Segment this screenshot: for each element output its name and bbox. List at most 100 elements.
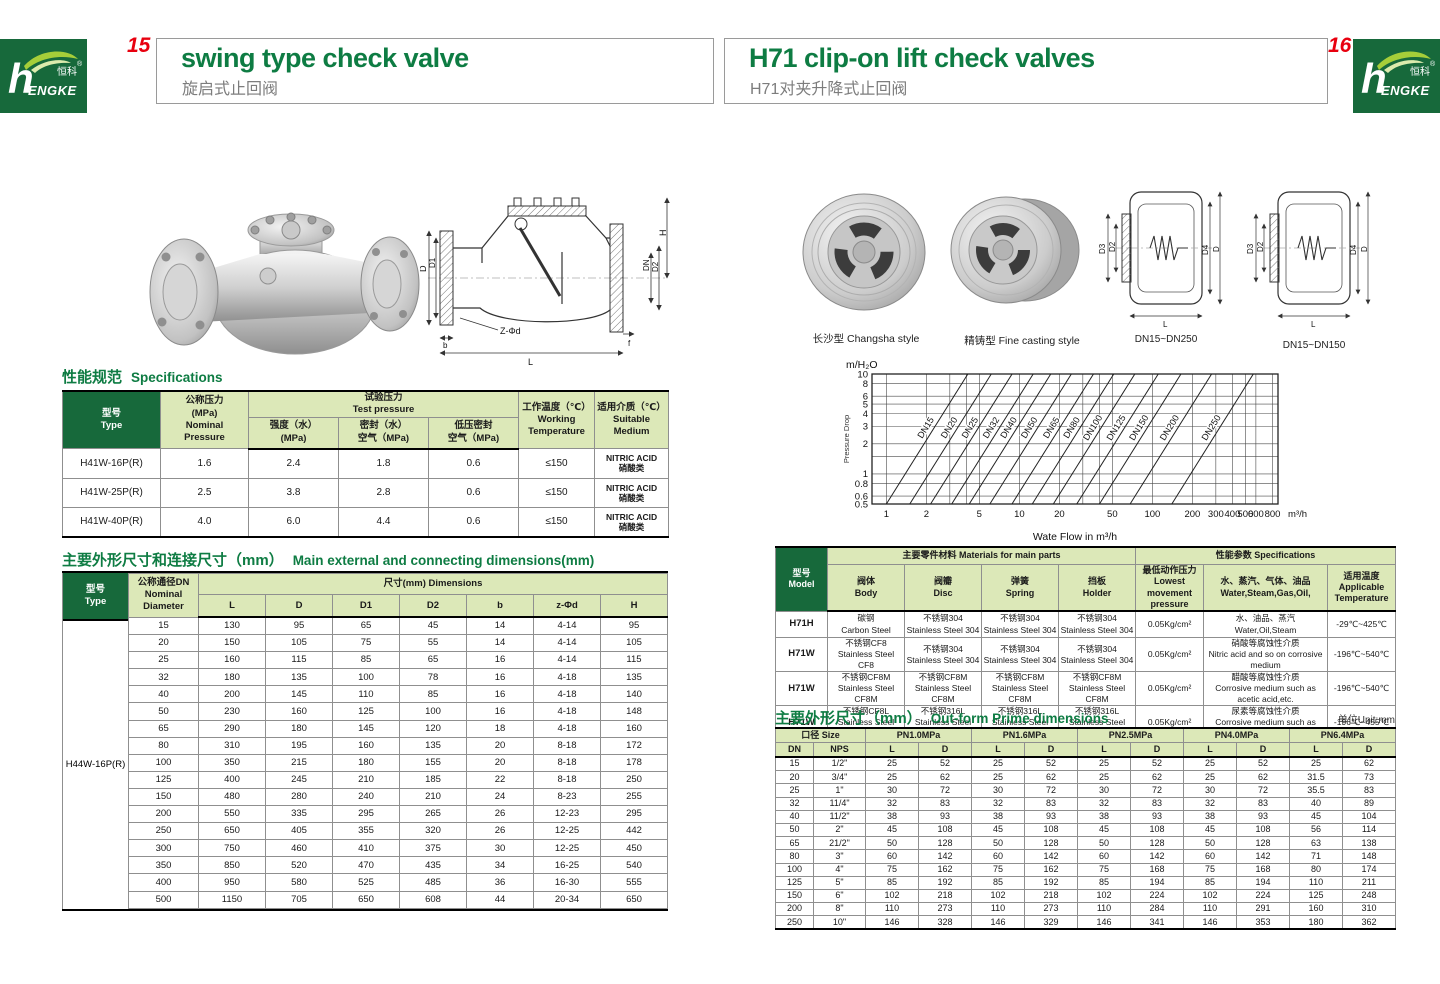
- table-cell: 44: [466, 890, 534, 909]
- table-cell: 135: [265, 668, 333, 687]
- col-header-test-pressure: 试验压力 Test pressure: [247, 390, 520, 418]
- table-cell: 15: [128, 616, 199, 636]
- svg-text:2: 2: [863, 439, 868, 450]
- table-cell: 25: [865, 770, 920, 785]
- col-header-suitable-medium: 适用介质（℃） Suitable Medium: [594, 390, 670, 450]
- dim-label-D3: D3: [1246, 243, 1255, 254]
- svg-text:Pressure Drop: Pressure Drop: [842, 415, 851, 463]
- svg-text:2: 2: [924, 509, 929, 520]
- table-cell: 146: [971, 915, 1026, 930]
- table-cell: 174: [1342, 862, 1397, 877]
- table-cell: 60: [971, 849, 1026, 864]
- table-cell: 38: [971, 809, 1026, 824]
- col-header-D: D: [1342, 742, 1397, 758]
- svg-text:400: 400: [1225, 509, 1241, 520]
- table-cell: 102: [1183, 888, 1238, 904]
- table-cell: 265: [399, 805, 467, 824]
- hengke-logo-icon: h ENGKE 恒科 ®: [1361, 51, 1436, 102]
- table-cell: 160: [1289, 902, 1344, 917]
- table-cell: 400: [198, 770, 266, 789]
- table-cell: 255: [600, 787, 668, 807]
- col-header-specifications: 性能参数 Specifications: [1135, 546, 1397, 565]
- table-cell: 650: [332, 890, 400, 909]
- table-cell: 125: [775, 875, 814, 890]
- table-cell: 145: [265, 685, 333, 704]
- dim-label-D4: D4: [1349, 244, 1358, 255]
- table-cell: 105: [600, 634, 668, 653]
- table-cell: 108: [1236, 822, 1291, 838]
- photo-caption-fine-casting: 精铸型 Fine casting style: [964, 335, 1080, 347]
- table-cell: 410: [332, 839, 400, 858]
- table-cell: 60: [1077, 849, 1132, 864]
- svg-text:1: 1: [884, 509, 889, 520]
- table-cell: 0.6: [427, 506, 520, 538]
- wafer-drawing-1: D3 D2 D4 D L: [1098, 191, 1223, 329]
- table-cell: 650: [600, 890, 668, 909]
- table-cell: 148: [600, 702, 668, 721]
- table-cell: 85: [1183, 875, 1238, 890]
- table-cell: 114: [1342, 822, 1397, 838]
- table-cell: 83: [1024, 796, 1079, 811]
- table-cell: 40: [775, 809, 814, 824]
- table-cell: 62: [1236, 770, 1291, 785]
- col-header-spring: 弹簧 Spring: [981, 564, 1059, 612]
- table-cell: 362: [1342, 915, 1397, 930]
- dims-subheader-row: L D D1 D2 b z-Φd H: [129, 594, 668, 618]
- col-header-lowest-pressure: 最低动作压力 Lowest movement pressure: [1135, 564, 1205, 612]
- table-cell: 醋酸等腐蚀性介质 Corrosive medium such as acetic…: [1203, 671, 1329, 707]
- table-cell: 50: [775, 822, 814, 838]
- col-header-disc: 阀瓣 Disc: [904, 564, 982, 612]
- col-header-H: H: [600, 594, 668, 618]
- table-cell: 25: [1183, 756, 1238, 772]
- table-cell: 45: [1289, 809, 1344, 824]
- logo-reg: ®: [1430, 60, 1436, 68]
- col-header-pn40: PN4.0MPa: [1183, 727, 1291, 743]
- table-cell: 155: [399, 753, 467, 772]
- table-cell: 295: [332, 805, 400, 824]
- col-header-D: D: [1236, 742, 1291, 758]
- table-cell: H41W-40P(R): [62, 506, 161, 538]
- table-cell: 21/2": [812, 836, 867, 851]
- table-cell: 1/2": [812, 756, 867, 772]
- table-cell: 16-25: [533, 856, 601, 875]
- table-cell: 8-18: [533, 736, 601, 755]
- header-right: H71 clip-on lift check valves H71对夹升降式止回…: [724, 38, 1328, 104]
- table-cell: NITRIC ACID 硝酸类: [594, 506, 670, 538]
- table-cell: 72: [918, 783, 973, 798]
- logo-reg: ®: [77, 60, 83, 68]
- table-cell: 250: [128, 822, 199, 841]
- logo-zh: 恒科: [57, 65, 77, 78]
- table-row: 15 1/2" 25 52 25 52 25 52 25 52 25 62: [775, 756, 1397, 772]
- table-cell: 52: [1024, 756, 1079, 772]
- table-cell: 45: [399, 616, 467, 636]
- table-cell: 200: [775, 902, 814, 917]
- table-cell: 14: [466, 634, 534, 653]
- svg-text:200: 200: [1184, 509, 1200, 520]
- table-cell: 100: [775, 862, 814, 877]
- svg-text:0.8: 0.8: [855, 479, 868, 490]
- table-cell: 6": [812, 888, 867, 904]
- table-cell: 230: [198, 702, 266, 721]
- table-cell: 38: [1077, 809, 1132, 824]
- unit-note: 单位Unit:mm: [1337, 715, 1395, 726]
- table-cell: -196℃~540℃: [1327, 636, 1397, 673]
- table-cell: 3/4": [812, 770, 867, 785]
- table-cell: 50: [865, 836, 920, 851]
- table-cell: 50: [1183, 836, 1238, 851]
- table-cell: H71W: [775, 671, 828, 707]
- table-cell: 85: [1077, 875, 1132, 890]
- col-header-type: 型号 Type: [63, 573, 128, 621]
- spec-table: 型号 Type 公称压力 (MPa) Nominal Pressure 试验压力…: [62, 390, 670, 538]
- page-number-left: 15: [127, 34, 151, 57]
- table-cell: 350: [128, 856, 199, 875]
- logo-zh: 恒科: [1410, 65, 1430, 78]
- table-cell: 0.6: [427, 477, 520, 508]
- table-cell: 80: [128, 736, 199, 755]
- table-cell: 218: [918, 888, 973, 904]
- outform-table-header: 口径 Size PN1.0MPa PN1.6MPa PN2.5MPa PN4.0…: [774, 727, 1397, 758]
- table-cell: 310: [198, 736, 266, 755]
- logo-leaf2-icon: [31, 60, 71, 73]
- table-cell: 320: [399, 822, 467, 841]
- table-cell: 608: [399, 890, 467, 909]
- table-cell: 142: [918, 849, 973, 864]
